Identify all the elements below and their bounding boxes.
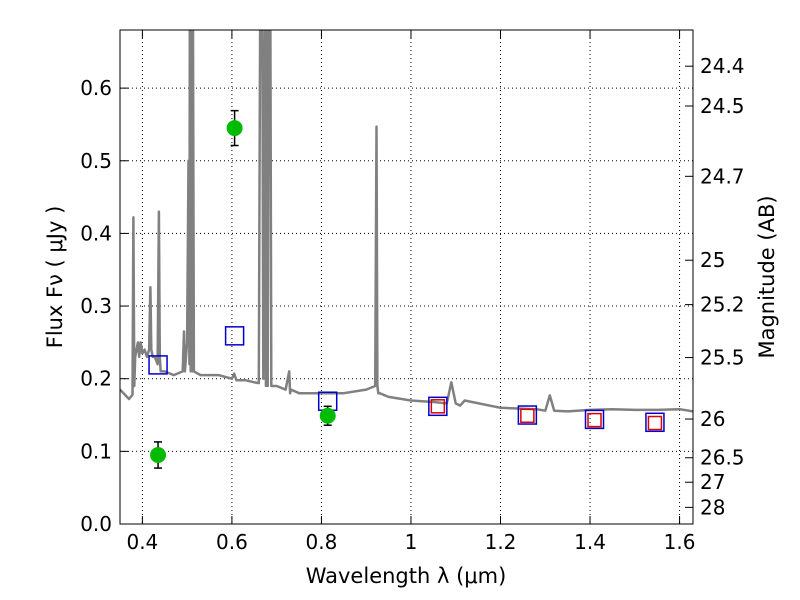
x-tick-label: 1.6 — [664, 530, 696, 554]
synthetic-square-marker — [148, 355, 168, 375]
mag-tick-label: 24.4 — [700, 54, 745, 78]
y-tick-label: 0.5 — [80, 149, 112, 173]
mag-tick-label: 24.5 — [700, 94, 745, 118]
observed-point — [319, 407, 336, 424]
synthetic-square-marker — [224, 326, 245, 346]
y-tick-label: 0.6 — [80, 76, 112, 100]
observed-point — [226, 120, 243, 137]
x-tick-label: 1.4 — [574, 530, 606, 554]
plot-series — [120, 30, 693, 469]
x-tick-label: 0.8 — [306, 530, 338, 554]
mag-tick-label: 24.7 — [700, 164, 745, 188]
synthetic-nir-square-marker — [647, 415, 663, 431]
y2-axis-label: Magnitude (AB) — [755, 195, 779, 358]
synthetic-square-marker — [517, 405, 538, 425]
mag-tick-label: 25.2 — [700, 293, 745, 317]
mag-tick-label: 28 — [700, 495, 725, 519]
y-tick-label: 0.1 — [80, 439, 112, 463]
mag-tick-label: 25.5 — [700, 346, 745, 370]
x-tick-label: 0.4 — [126, 530, 158, 554]
synthetic-nir-square-marker — [520, 408, 535, 424]
plot-frame — [119, 29, 694, 525]
y-axis-label: Flux Fν ( μJy ) — [43, 206, 67, 349]
x-axis-label: Wavelength λ (μm) — [306, 564, 507, 588]
y-tick-label: 0.2 — [80, 367, 112, 391]
observed-point — [150, 446, 167, 463]
x-tick-label: 1.2 — [485, 530, 517, 554]
synthetic-nir-square-marker — [430, 399, 446, 414]
synthetic-square-marker — [428, 396, 448, 417]
mag-tick-label: 26.5 — [700, 446, 745, 470]
model-sed-line — [120, 30, 693, 413]
y-tick-label: 0.3 — [80, 294, 112, 318]
x-tick-label: 0.6 — [216, 530, 248, 554]
y-tick-label: 0.0 — [80, 512, 112, 536]
x-tick-label: 1 — [405, 530, 418, 554]
mag-tick-label: 27 — [700, 470, 725, 494]
y-tick-label: 0.4 — [80, 221, 112, 245]
synthetic-square-marker — [584, 409, 605, 430]
synthetic-square-marker — [645, 412, 665, 433]
mag-tick-label: 25 — [700, 248, 725, 272]
axis-ticks: 0.4 0.6 0.8 1 1.2 1.4 1.6 0.0 0.1 0.2 0.3 0.4 0.5 0.6… — [80, 30, 745, 554]
mag-tick-label: 26 — [700, 407, 725, 431]
synthetic-nir-square-marker — [587, 412, 602, 428]
